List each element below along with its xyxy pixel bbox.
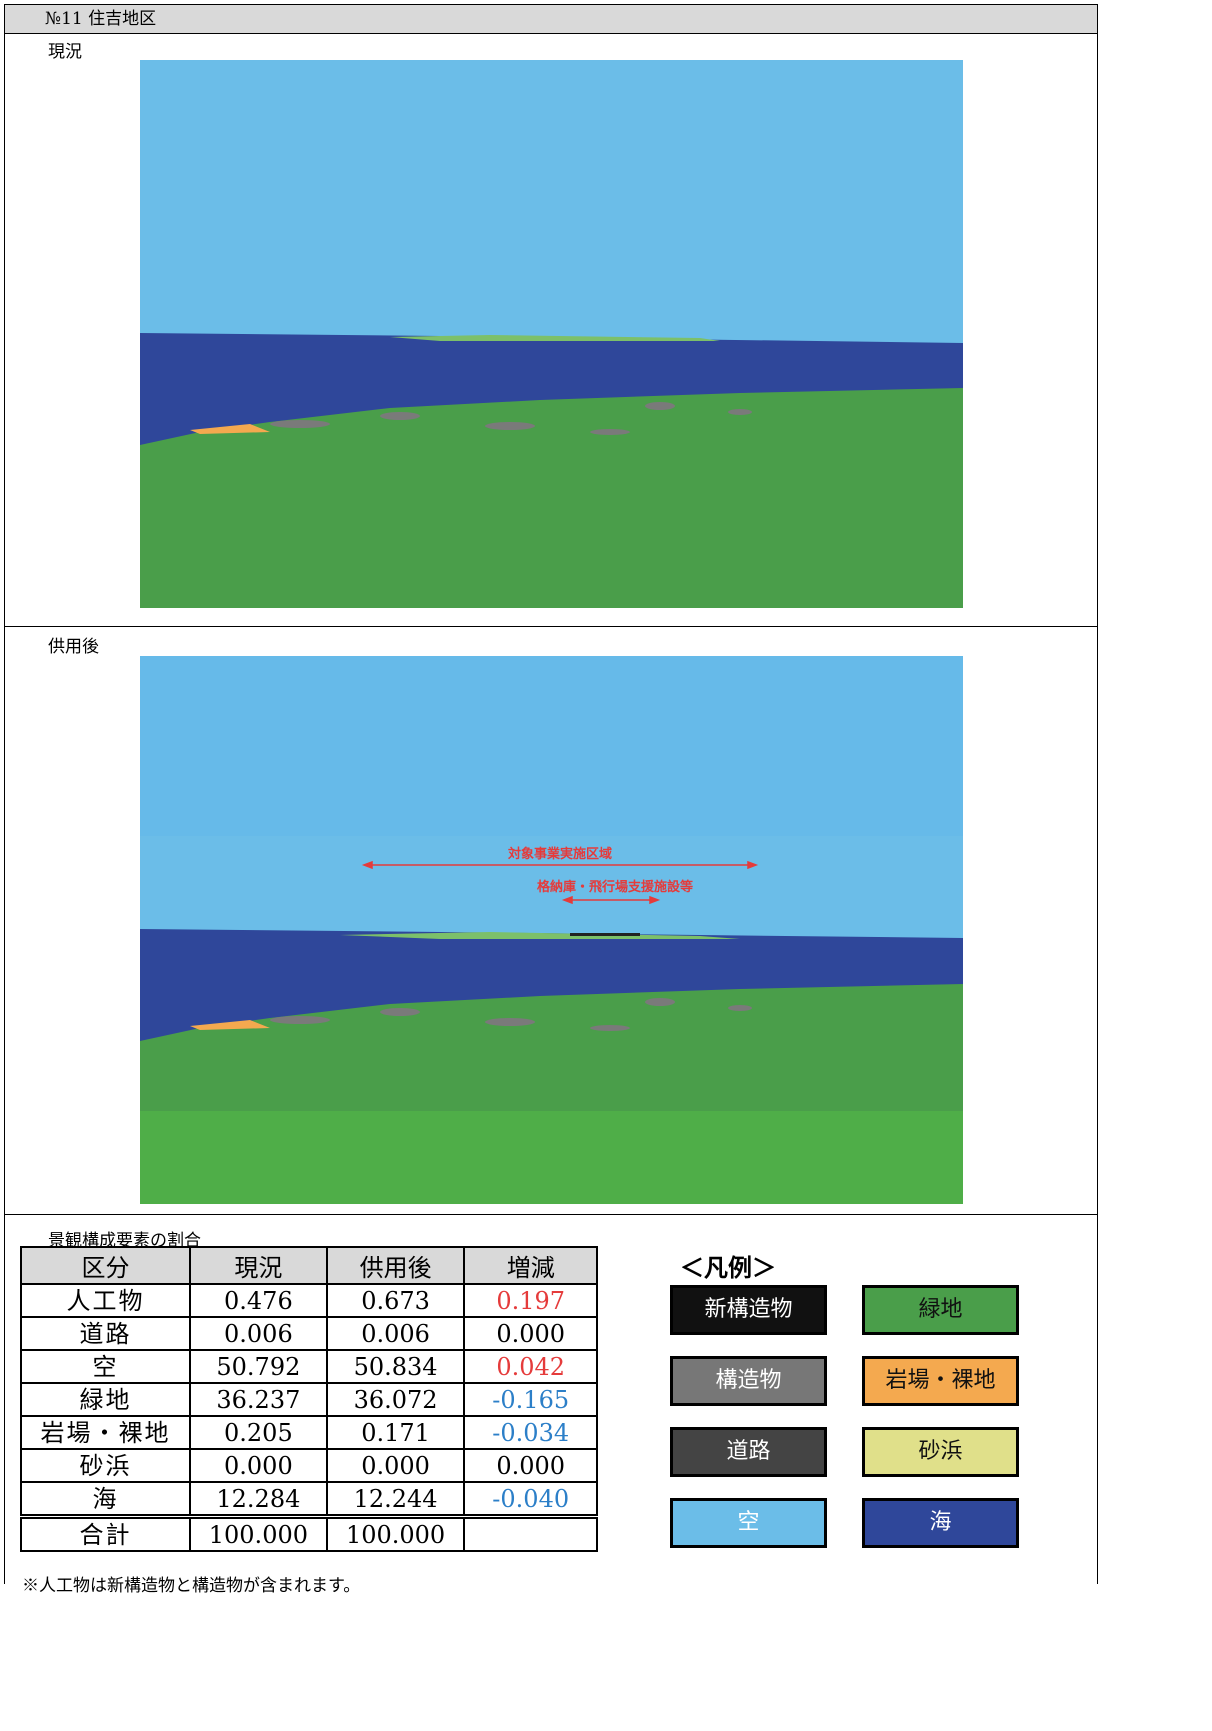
section-label: 供用後	[48, 637, 99, 657]
header-row: 区分 現況 供用後 増減	[19, 1246, 598, 1285]
table-row: 合計 100.000 100.000	[19, 1514, 598, 1552]
table-row: 空 50.792 50.834 0.042	[19, 1349, 598, 1384]
table-row: 岩場・裸地 0.205 0.171 -0.034	[19, 1415, 598, 1450]
table-cell: 0.171	[325, 1415, 466, 1450]
table-cell: 36.072	[325, 1382, 466, 1417]
table-cell: 砂浜	[19, 1448, 192, 1483]
table-cell: 50.792	[189, 1349, 328, 1384]
table-cell: 海	[19, 1481, 192, 1518]
current-image	[140, 60, 963, 608]
table-cell: 道路	[19, 1316, 192, 1351]
legend-item: 道路	[670, 1427, 827, 1477]
table-cell: 人工物	[19, 1283, 192, 1318]
table-cell: 合計	[19, 1514, 192, 1552]
ratio-table: 区分 現況 供用後 増減 人工物 0.476 0.673 0.197 道路 0.006 0.006 0…	[19, 1246, 598, 1552]
table-cell: 0.042	[463, 1349, 598, 1384]
table-cell: 12.244	[325, 1481, 466, 1518]
table-cell: 0.006	[189, 1316, 328, 1351]
table-row: 道路 0.006 0.006 0.000	[19, 1316, 598, 1351]
table-cell: 緑地	[19, 1382, 192, 1417]
table-cell: 0.000	[325, 1448, 466, 1483]
legend-title: ＜凡例＞	[680, 1254, 776, 1282]
table-cell: 岩場・裸地	[19, 1415, 192, 1450]
table-cell: 0.006	[325, 1316, 466, 1351]
footnote: ※人工物は新構造物と構造物が含まれます。	[22, 1576, 361, 1596]
table-cell: 0.476	[189, 1283, 328, 1318]
table-cell: 0.197	[463, 1283, 598, 1318]
table-cell: 50.834	[325, 1349, 466, 1384]
table-cell: 36.237	[189, 1382, 328, 1417]
table-cell: 0.205	[189, 1415, 328, 1450]
divider	[4, 626, 1098, 627]
legend-item: 岩場・裸地	[862, 1356, 1019, 1406]
table-row: 砂浜 0.000 0.000 0.000	[19, 1448, 598, 1483]
table-row: 海 12.284 12.244 -0.040	[19, 1481, 598, 1518]
annotation: 対象事業実施区域	[507, 846, 612, 862]
table-cell: -0.040	[463, 1481, 598, 1518]
table-cell: 100.000	[325, 1514, 466, 1552]
legend-item: 緑地	[862, 1285, 1019, 1335]
legend-item: 空	[670, 1498, 827, 1548]
table-cell: -0.165	[463, 1382, 598, 1417]
table-row: 人工物 0.476 0.673 0.197	[19, 1283, 598, 1318]
column-header: 供用後	[325, 1246, 466, 1285]
divider	[4, 1214, 1098, 1215]
table-cell: 空	[19, 1349, 192, 1384]
table-cell: 0.000	[189, 1448, 328, 1483]
annotation: 格納庫・飛行場支援施設等	[537, 879, 693, 895]
legend-item: 新構造物	[670, 1285, 827, 1335]
table-cell: 0.000	[463, 1448, 598, 1483]
column-header: 現況	[189, 1246, 328, 1285]
table-cell: 0.000	[463, 1316, 598, 1351]
table-cell: 100.000	[189, 1514, 328, 1552]
after-image: 対象事業実施区域 格納庫・飛行場支援施設等	[140, 656, 963, 1204]
column-header: 増減	[463, 1246, 598, 1285]
section-label: 現況	[48, 42, 82, 62]
column-header: 区分	[19, 1246, 192, 1285]
header-title: №11 住吉地区	[4, 4, 1098, 34]
legend-item: 構造物	[670, 1356, 827, 1406]
legend-item: 砂浜	[862, 1427, 1019, 1477]
table-caption: 景観構成要素の割合	[48, 1231, 201, 1251]
legend-item: 海	[862, 1498, 1019, 1548]
table-cell: 12.284	[189, 1481, 328, 1518]
table-cell: -0.034	[463, 1415, 598, 1450]
table-row: 緑地 36.237 36.072 -0.165	[19, 1382, 598, 1417]
table-cell: 0.673	[325, 1283, 466, 1318]
table-cell	[463, 1514, 598, 1552]
